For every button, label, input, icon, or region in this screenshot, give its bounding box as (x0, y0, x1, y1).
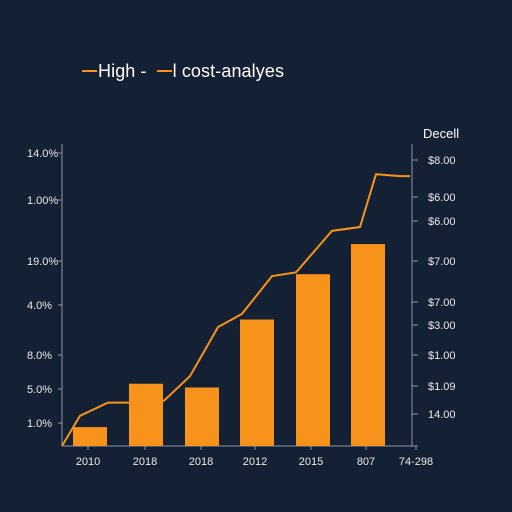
legend-swatch-high (82, 70, 97, 72)
bar-3 (240, 319, 274, 446)
y-right-tick-label-1: $6.00 (428, 192, 456, 204)
y-left-tick-label-1: 1.00% (27, 195, 58, 207)
x-tick-label-6: 74-298 (399, 456, 433, 468)
series-line (61, 173, 410, 447)
x-tick-label-0: 2010 (76, 456, 100, 468)
bar-4 (296, 274, 330, 446)
y-right-tick-label-6: $1.00 (428, 350, 456, 362)
x-tick-label-2: 2018 (189, 456, 213, 468)
x-tick-label-4: 2015 (299, 456, 323, 468)
y-right-tick-label-3: $7.00 (428, 256, 456, 268)
legend-entry-high: High - (82, 61, 147, 82)
y-left-tick-label-4: 8.0% (27, 350, 52, 362)
y-left-tick-label-0: 14.0% (27, 148, 58, 160)
x-tick-label-3: 2012 (243, 456, 267, 468)
y-right-tick-label-0: $8.00 (428, 155, 456, 167)
legend-swatch-cost (156, 70, 172, 72)
y-left-tick-label-6: 1.0% (27, 418, 52, 430)
bar-2 (185, 387, 219, 446)
y-right-tick-label-5: $3.00 (428, 320, 456, 332)
bar-0 (73, 427, 107, 446)
y-right-tick-label-8: 14.00 (428, 409, 456, 421)
y-left-tick-label-5: 5.0% (27, 384, 52, 396)
right-axis-title: Decell (423, 126, 460, 141)
y-left-tick-label-2: 19.0% (27, 256, 58, 268)
x-tick-label-5: 807 (357, 456, 375, 468)
y-right-tick-label-7: $1.09 (428, 381, 456, 393)
bar-1 (129, 383, 163, 446)
chart-legend: High - l cost-analyes (82, 58, 294, 84)
y-right-tick-label-4: $7.00 (428, 297, 456, 309)
y-right-tick-label-2: $6.00 (428, 216, 456, 228)
legend-label-cost: l cost-analyes (172, 60, 285, 81)
bar-5 (351, 244, 385, 446)
y-left-tick-label-3: 4.0% (27, 300, 52, 312)
x-tick-label-1: 2018 (133, 456, 157, 468)
legend-label-high: High - (98, 60, 147, 81)
legend-entry-cost: l cost-analyes (156, 60, 285, 82)
